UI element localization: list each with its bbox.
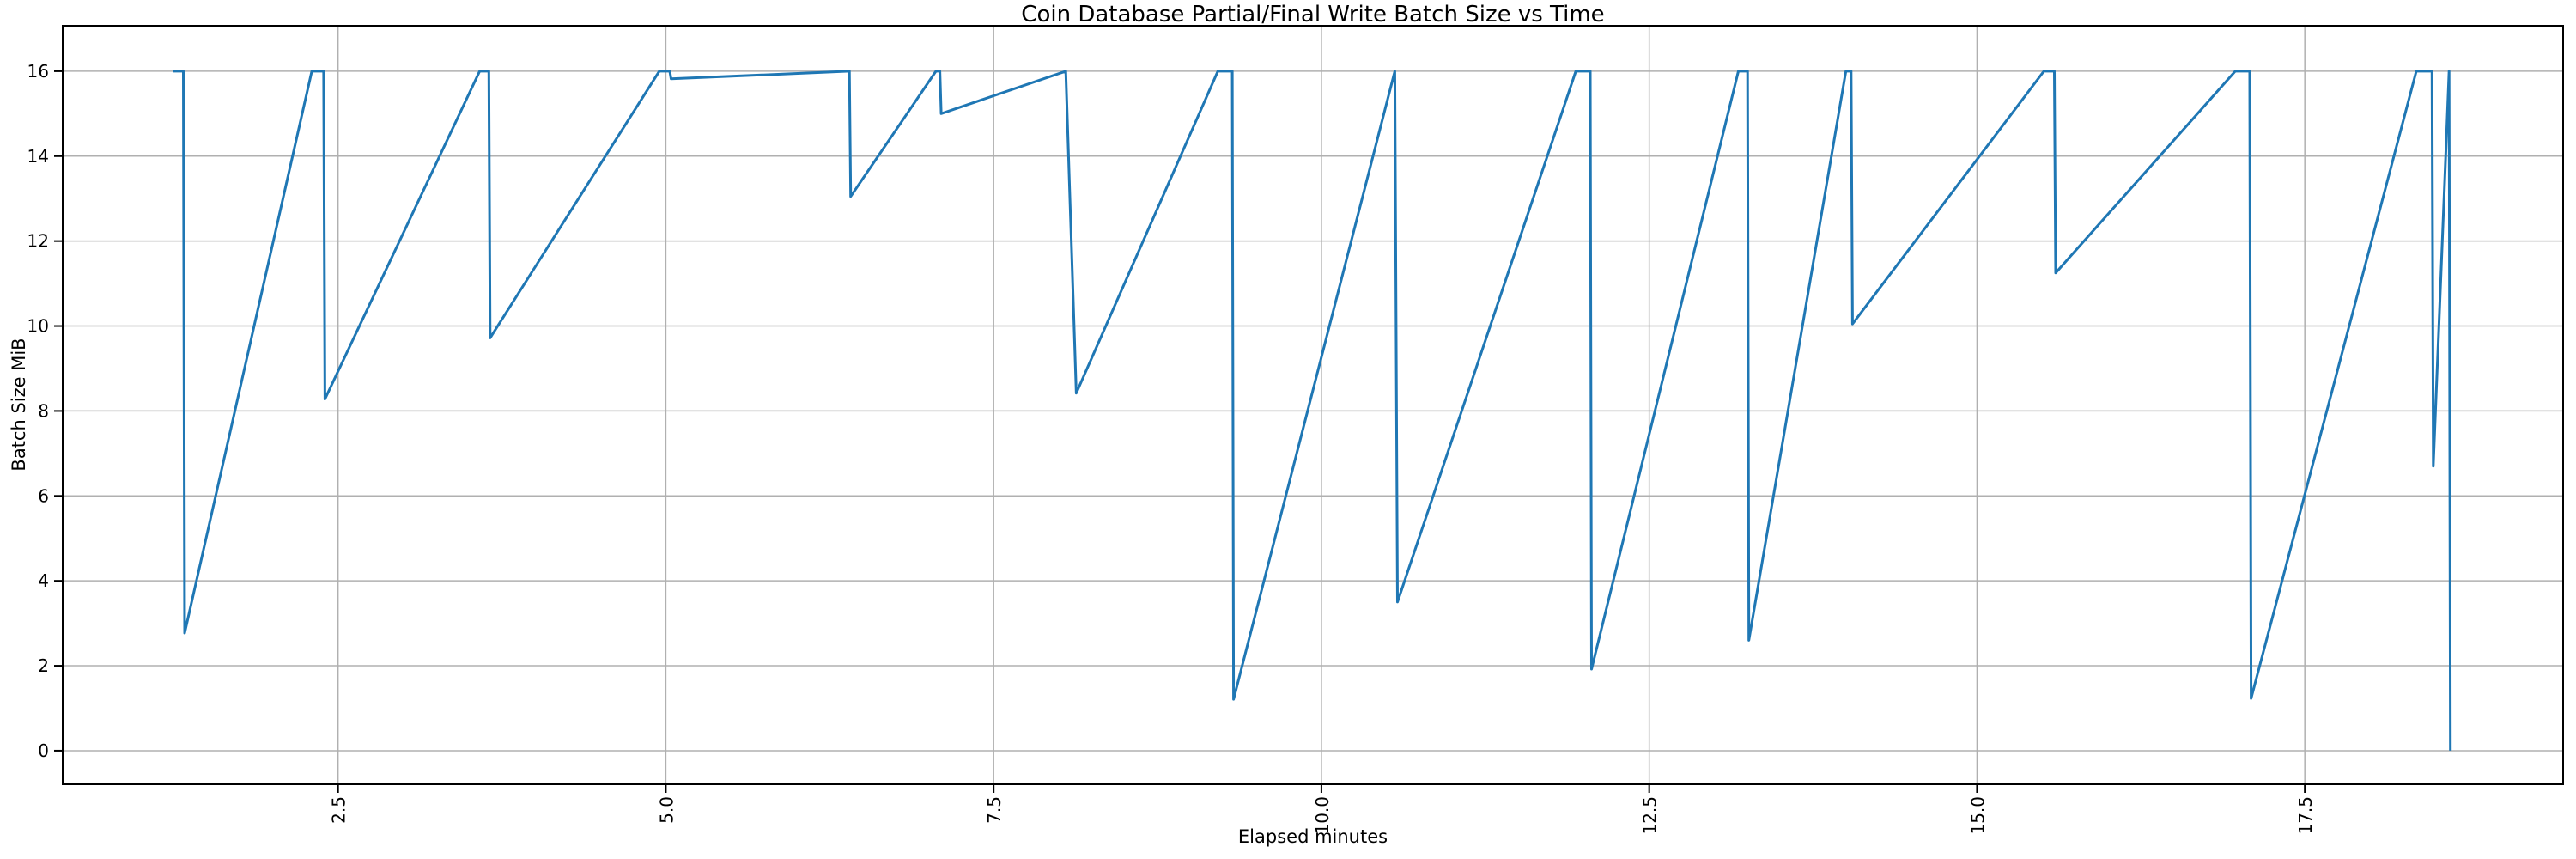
x-tick-label: 15.0 <box>1967 796 1988 835</box>
y-tick-label: 2 <box>38 655 49 676</box>
y-axis-label: Batch Size MiB <box>9 338 29 472</box>
x-tick-label: 10.0 <box>1312 796 1333 835</box>
grid-layer <box>63 26 2563 784</box>
y-tick-label: 4 <box>38 570 49 591</box>
y-tick-label: 8 <box>38 400 49 421</box>
x-tick-label: 17.5 <box>2295 796 2316 835</box>
y-tick-label: 16 <box>27 61 49 82</box>
y-tick-label: 14 <box>27 146 49 167</box>
x-tick-label: 12.5 <box>1640 796 1661 835</box>
chart-title: Coin Database Partial/Final Write Batch … <box>1021 2 1605 27</box>
y-tick-label: 6 <box>38 485 49 506</box>
y-tick-label: 0 <box>38 740 49 761</box>
data-line-batch-size-mib <box>173 70 2452 751</box>
x-tick-label: 7.5 <box>984 796 1005 824</box>
axes-layer <box>62 25 2564 785</box>
x-axis-label: Elapsed minutes <box>1237 826 1388 847</box>
tick-layer: 2.5 5.0 7.5 10.0 12.5 15.0 17.5 0 2 4 6 8 10 12 14 16 <box>27 61 2317 835</box>
y-tick-label: 10 <box>27 316 49 337</box>
series-layer <box>173 70 2452 751</box>
y-tick-label: 12 <box>27 231 49 252</box>
x-tick-label: 2.5 <box>329 796 349 824</box>
axes-frame <box>62 25 2564 785</box>
x-tick-label: 5.0 <box>656 796 677 824</box>
